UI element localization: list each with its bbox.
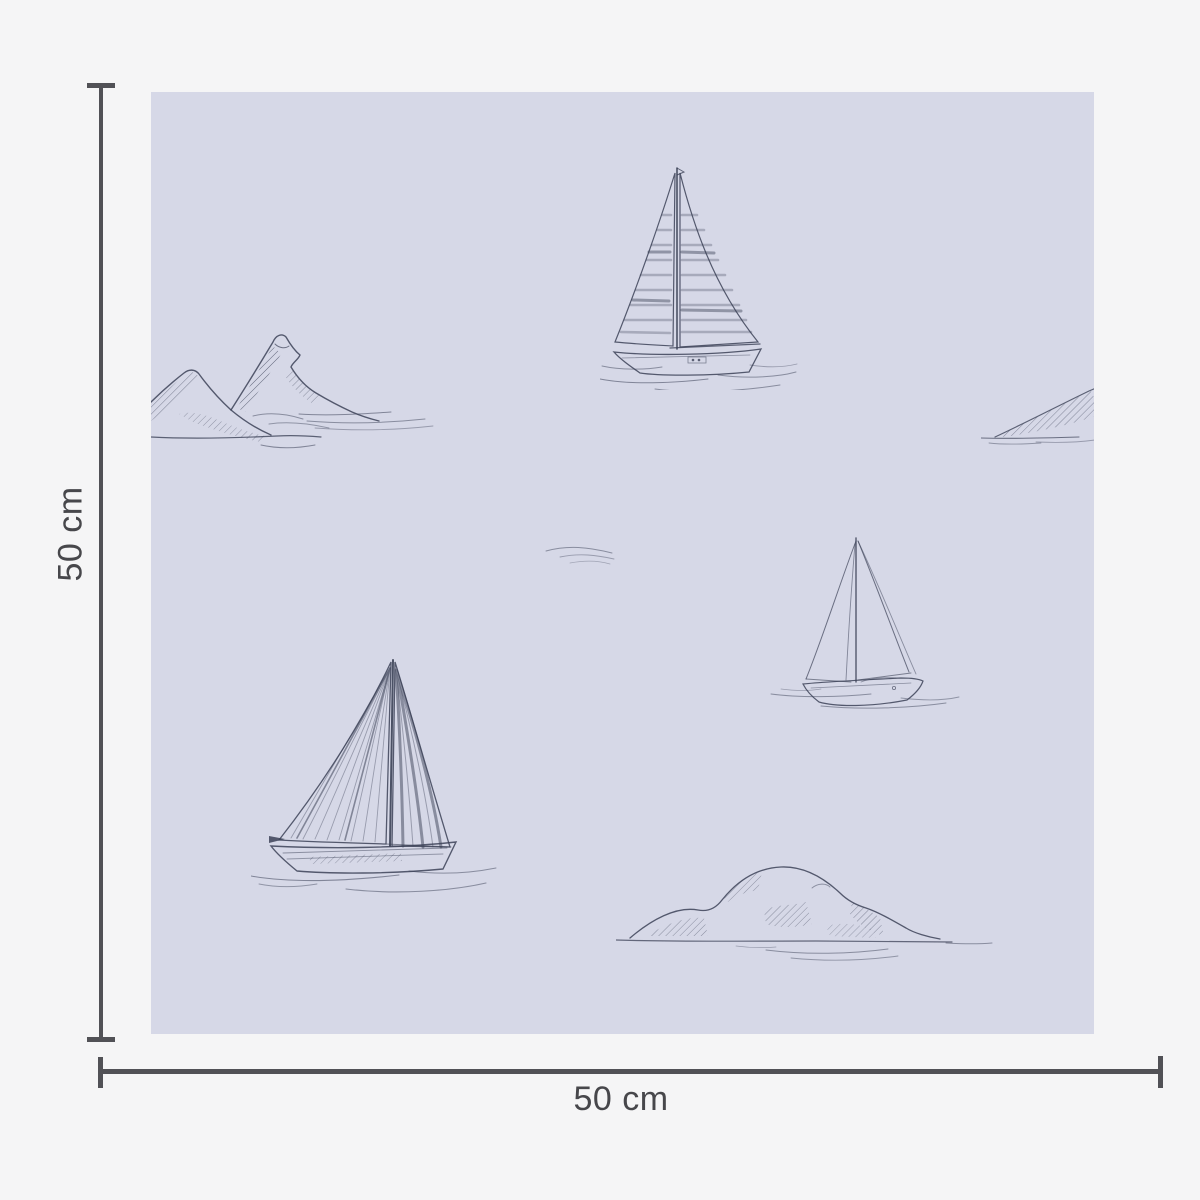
sailboat-top-center-sketch (600, 167, 798, 390)
island-right-edge-sketch (981, 388, 1094, 445)
height-dimension-bottom-tick (87, 1037, 115, 1042)
water-ripple-center-sketch (545, 546, 615, 565)
wallpaper-swatch (151, 92, 1094, 1034)
width-dimension-right-tick (1158, 1056, 1163, 1088)
mountain-range-left-sketch (151, 334, 434, 449)
width-dimension-line-bar (100, 1069, 1161, 1074)
island-bottom-center-sketch (616, 866, 993, 961)
sailboat-bottom-left-sketch (251, 659, 497, 893)
height-dimension-label: 50 cm (51, 486, 90, 582)
width-dimension-label: 50 cm (573, 1080, 669, 1118)
width-dimension-left-tick (98, 1057, 103, 1088)
height-dimension-line-bar (99, 85, 103, 1042)
height-dimension-top-tick (87, 83, 115, 88)
sailboat-right-sketch (770, 537, 960, 709)
